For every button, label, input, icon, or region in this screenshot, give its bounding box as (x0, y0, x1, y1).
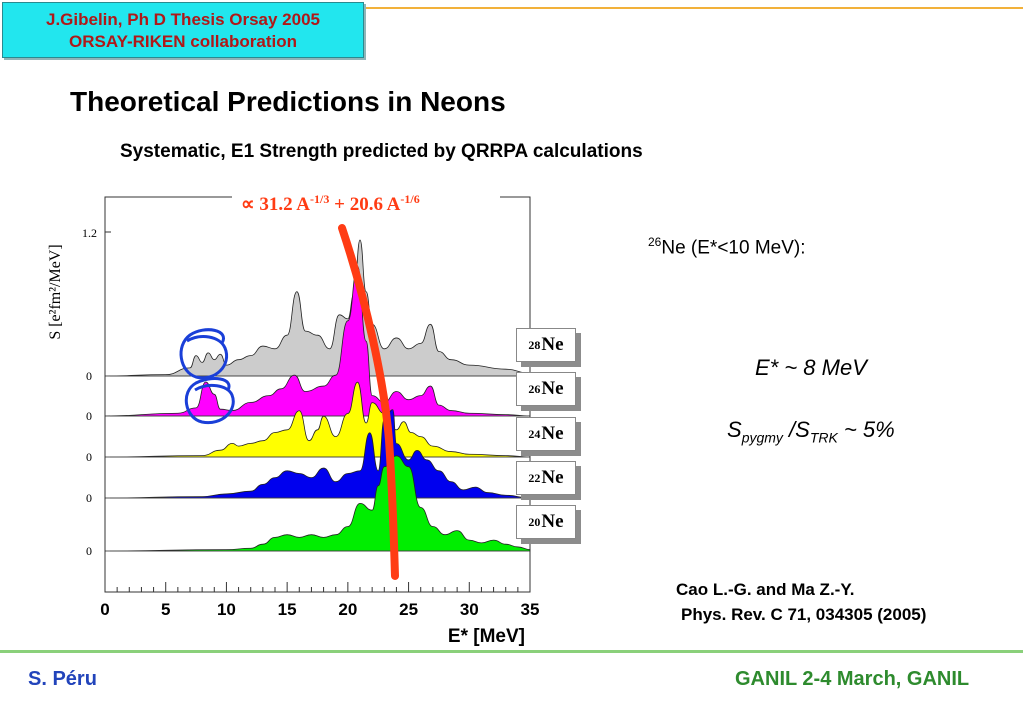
x-tick-label: 30 (460, 600, 479, 619)
x-axis-label: E* [MeV] (448, 626, 525, 647)
top-divider (366, 7, 1023, 9)
isotope-mass-number: 24 (528, 426, 541, 441)
header-line-1: J.Gibelin, Ph D Thesis Orsay 2005 (45, 10, 320, 29)
ratio-s1: S (727, 417, 742, 442)
formula-label: ∝ 31.2 A-1/3 + 20.6 A-1/6 (241, 192, 420, 215)
isotope-label-ne22: 22 Ne (516, 461, 576, 495)
x-tick-label: 5 (161, 600, 170, 619)
ne26-mass-number: 26 (648, 235, 662, 249)
thesis-header-box: J.Gibelin, Ph D Thesis Orsay 2005 ORSAY-… (2, 2, 364, 58)
isotope-symbol: Ne (541, 511, 564, 532)
y-axis-label: S [e²fm²/MeV] (47, 244, 64, 339)
x-tick-label: 35 (521, 600, 540, 619)
ne26-note: 26Ne (E*<10 MeV): (648, 235, 806, 259)
header-line-2: ORSAY-RIKEN collaboration (69, 32, 297, 51)
isotope-symbol: Ne (541, 467, 564, 488)
reference-journal: Phys. Rev. C 71, 034305 (2005) (681, 605, 927, 624)
y-zero-label: 0 (86, 544, 92, 558)
systematic-curve (338, 224, 399, 580)
ratio-sub-pygmy: pygmy (741, 429, 783, 446)
isotope-mass-number: 28 (528, 337, 541, 352)
strength-ratio-text: Spygmy /STRK ~ 5% (727, 417, 895, 445)
pygmy-circle-ne28 (179, 328, 229, 380)
ratio-end: ~ 5% (837, 417, 895, 442)
isotope-label-ne20: 20 Ne (516, 505, 576, 539)
ratio-mid: /S (782, 417, 810, 442)
isotope-mass-number: 20 (528, 514, 541, 529)
isotope-mass-number: 22 (528, 470, 541, 485)
y-zero-label: 0 (86, 450, 92, 464)
isotope-label-ne28: 28 Ne (516, 328, 576, 362)
x-tick-label: 10 (217, 600, 236, 619)
bottom-divider (0, 650, 1023, 653)
x-tick-label: 20 (338, 600, 357, 619)
y-zero-label: 0 (86, 491, 92, 505)
footer-event: GANIL 2-4 March, GANIL (735, 668, 970, 690)
ne26-note-text: Ne (E*<10 MeV): (661, 237, 806, 259)
series-area-ne28 (104, 239, 531, 377)
isotope-symbol: Ne (541, 378, 564, 399)
x-tick-label: 0 (100, 600, 109, 619)
series-area-ne20 (104, 455, 531, 552)
excitation-energy-text: E* ~ 8 MeV (755, 355, 867, 380)
series-area-ne24 (104, 381, 531, 458)
x-tick-label: 15 (278, 600, 297, 619)
slide-title: Theoretical Predictions in Neons (70, 86, 506, 117)
x-tick-label: 25 (399, 600, 418, 619)
isotope-label-ne24: 24 Ne (516, 417, 576, 451)
footer-author: S. Péru (28, 668, 97, 690)
y-zero-label: 0 (86, 369, 92, 383)
isotope-mass-number: 26 (528, 381, 541, 396)
ratio-sub-trk: TRK (809, 429, 838, 446)
formula-backdrop (232, 188, 500, 214)
series-area-ne26 (104, 265, 531, 417)
isotope-symbol: Ne (541, 334, 564, 355)
reference-authors: Cao L.-G. and Ma Z.-Y. (676, 580, 855, 599)
y-zero-label: 0 (86, 409, 92, 423)
y-tick-label-1-2: 1.2 (82, 226, 97, 240)
isotope-symbol: Ne (541, 423, 564, 444)
slide-subtitle: Systematic, E1 Strength predicted by QRR… (120, 141, 643, 162)
series-area-ne22 (104, 409, 531, 499)
pygmy-circle-ne26 (184, 377, 235, 425)
isotope-label-ne26: 26 Ne (516, 372, 576, 406)
